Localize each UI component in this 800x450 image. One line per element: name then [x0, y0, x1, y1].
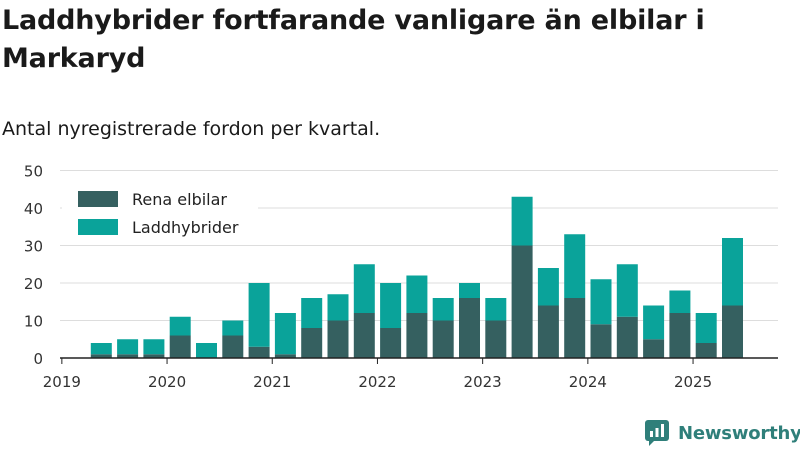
bar-laddhybrider — [274, 313, 296, 355]
x-tick-label: 2020 — [148, 373, 186, 391]
y-tick-label: 50 — [24, 163, 43, 181]
bar-laddhybrider — [590, 279, 612, 325]
bar-laddhybrider — [248, 283, 270, 347]
bar-rena-elbilar — [722, 305, 743, 358]
newsworthy-logo-icon — [645, 420, 669, 446]
bar-laddhybrider — [669, 290, 691, 313]
bar-laddhybrider — [380, 283, 402, 328]
bar-laddhybrider — [143, 339, 165, 355]
bar-laddhybrider — [353, 264, 375, 313]
bar-rena-elbilar — [274, 354, 296, 358]
bar-laddhybrider — [90, 343, 112, 355]
bar-laddhybrider — [301, 298, 323, 328]
bar-laddhybrider — [722, 238, 743, 306]
bar-laddhybrider — [485, 298, 507, 321]
bar-laddhybrider — [117, 339, 139, 355]
bar-laddhybrider — [169, 316, 191, 336]
legend-label: Laddhybrider — [132, 218, 239, 237]
bar-rena-elbilar — [90, 354, 112, 358]
bar-laddhybrider — [406, 275, 428, 313]
bar-rena-elbilar — [406, 313, 428, 358]
legend: Rena elbilar Laddhybrider — [62, 183, 258, 243]
x-tick-label: 2023 — [464, 373, 502, 391]
bar-rena-elbilar — [459, 298, 480, 358]
bar-rena-elbilar — [222, 335, 244, 358]
x-tick-label: 2022 — [358, 373, 396, 391]
bar-rena-elbilar — [643, 339, 665, 358]
bar-rena-elbilar — [511, 245, 533, 358]
brand-name: Newsworthy — [678, 422, 800, 444]
bar-rena-elbilar — [695, 343, 717, 358]
y-tick-label: 10 — [24, 313, 43, 331]
bar-laddhybrider — [695, 313, 717, 343]
bar-rena-elbilar — [485, 320, 507, 358]
bar-rena-elbilar — [353, 313, 375, 358]
axes: 0 10 20 30 40 50 2019 2020 2021 2022 2023 2024 2025 — [24, 163, 778, 391]
bar-laddhybrider — [459, 283, 480, 298]
bar-rena-elbilar — [669, 313, 691, 358]
bar-rena-elbilar — [616, 316, 638, 358]
logo-bubble-tail — [649, 440, 655, 446]
bar-rena-elbilar — [590, 324, 612, 358]
bar-rena-elbilar — [380, 328, 402, 358]
bar-rena-elbilar — [537, 305, 559, 358]
bar-laddhybrider — [327, 294, 349, 321]
bar-rena-elbilar — [432, 320, 454, 358]
bar-laddhybrider — [616, 264, 638, 317]
x-tick-label: 2021 — [253, 373, 291, 391]
newsworthy-brand: Newsworthy — [644, 419, 800, 447]
bar-rena-elbilar — [301, 328, 323, 358]
y-tick-label: 30 — [24, 238, 43, 256]
bar-laddhybrider — [196, 343, 217, 358]
bar-laddhybrider — [564, 234, 586, 298]
bar-rena-elbilar — [564, 298, 586, 358]
bar-laddhybrider — [432, 298, 454, 321]
bar-rena-elbilar — [248, 346, 270, 358]
logo-bar-3 — [661, 424, 664, 437]
y-tick-label: 0 — [33, 350, 43, 368]
bar-rena-elbilar — [327, 320, 349, 358]
bar-rena-elbilar — [143, 354, 165, 358]
y-tick-label: 20 — [24, 275, 43, 293]
chart-title: Laddhybrider fortfarande vanligare än el… — [2, 5, 705, 74]
legend-label: Rena elbilar — [132, 190, 227, 209]
logo-bar-1 — [650, 431, 653, 437]
bar-laddhybrider — [537, 268, 559, 306]
legend-swatch — [78, 191, 118, 207]
bar-rena-elbilar — [169, 335, 191, 358]
bar-laddhybrider — [643, 305, 665, 340]
logo-bar-2 — [655, 428, 659, 437]
chart-subtitle: Antal nyregistrerade fordon per kvartal. — [2, 118, 381, 140]
y-tick-label: 40 — [24, 200, 43, 218]
legend-swatch — [78, 219, 118, 235]
x-tick-label: 2025 — [674, 373, 712, 391]
x-tick-label: 2019 — [43, 373, 81, 391]
bar-laddhybrider — [511, 196, 533, 246]
x-tick-label: 2024 — [569, 373, 607, 391]
bar-rena-elbilar — [117, 354, 139, 358]
bar-laddhybrider — [222, 320, 244, 336]
bars — [90, 196, 743, 358]
